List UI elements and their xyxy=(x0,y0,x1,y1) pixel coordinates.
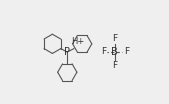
Text: F: F xyxy=(101,48,106,56)
Text: F: F xyxy=(112,61,117,70)
Text: F: F xyxy=(124,48,129,56)
Text: F: F xyxy=(112,34,117,43)
Text: B: B xyxy=(112,47,118,57)
Text: H+: H+ xyxy=(71,37,84,46)
Text: P: P xyxy=(64,47,70,57)
